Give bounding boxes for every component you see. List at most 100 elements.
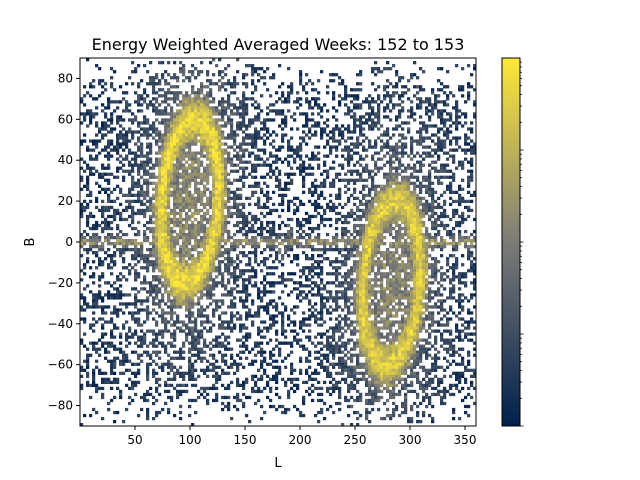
heatmap-cell xyxy=(245,235,249,240)
heatmap-cell xyxy=(326,202,330,207)
heatmap-cell xyxy=(137,136,141,140)
heatmap-cell xyxy=(185,94,189,98)
heatmap-cell xyxy=(197,290,201,294)
heatmap-cell xyxy=(233,130,237,134)
heatmap-cell xyxy=(206,398,210,403)
heatmap-cell xyxy=(125,142,129,146)
heatmap-cell xyxy=(80,296,84,300)
heatmap-cell xyxy=(257,217,261,222)
heatmap-cell xyxy=(116,148,120,152)
heatmap-cell xyxy=(98,184,102,188)
heatmap-cell xyxy=(164,278,168,282)
heatmap-cell xyxy=(242,404,246,409)
heatmap-cell xyxy=(239,269,243,273)
heatmap-cell xyxy=(173,374,177,378)
heatmap-cell xyxy=(194,178,198,182)
heatmap-cell xyxy=(209,275,213,279)
heatmap-cell xyxy=(113,145,117,149)
heatmap-cell xyxy=(245,284,249,288)
heatmap-cell xyxy=(218,100,222,104)
heatmap-cell xyxy=(182,181,186,185)
heatmap-cell xyxy=(104,166,108,170)
heatmap-cell xyxy=(314,386,318,391)
heatmap-cell xyxy=(347,323,351,327)
heatmap-cell xyxy=(200,356,204,360)
heatmap-cell xyxy=(131,371,135,375)
heatmap-cell xyxy=(314,199,318,204)
heatmap-cell xyxy=(164,190,168,194)
heatmap-cell xyxy=(326,142,330,146)
heatmap-cell xyxy=(221,115,225,119)
heatmap-cell xyxy=(176,97,180,101)
heatmap-cell xyxy=(182,296,186,300)
heatmap-cell xyxy=(107,220,111,225)
heatmap-cell xyxy=(278,296,282,300)
heatmap-cell xyxy=(305,238,309,243)
heatmap-cell xyxy=(176,172,180,176)
heatmap-cell xyxy=(107,166,111,170)
heatmap-cell xyxy=(155,251,159,255)
heatmap-cell xyxy=(311,238,315,243)
heatmap-cell xyxy=(170,118,174,122)
heatmap-cell xyxy=(281,302,285,306)
heatmap-cell xyxy=(221,220,225,225)
heatmap-cell xyxy=(131,266,135,270)
heatmap-cell xyxy=(167,202,171,207)
heatmap-cell xyxy=(134,272,138,276)
heatmap-cell xyxy=(170,272,174,276)
heatmap-cell xyxy=(140,302,144,306)
heatmap-cell xyxy=(152,341,156,345)
heatmap-cell xyxy=(200,329,204,333)
heatmap-cell xyxy=(167,139,171,143)
heatmap-cell xyxy=(179,172,183,176)
heatmap-cell xyxy=(341,368,345,372)
heatmap-cell xyxy=(338,338,342,342)
heatmap-cell xyxy=(173,386,177,391)
heatmap-cell xyxy=(152,79,156,83)
heatmap-cell xyxy=(146,127,150,131)
heatmap-cell xyxy=(152,226,156,231)
heatmap-cell xyxy=(296,196,300,201)
heatmap-cell xyxy=(203,248,207,252)
heatmap-cell xyxy=(161,181,165,185)
heatmap-cell xyxy=(323,181,327,185)
heatmap-cell xyxy=(257,115,261,119)
heatmap-cell xyxy=(269,109,273,113)
heatmap-cell xyxy=(122,163,126,167)
heatmap-cell xyxy=(254,118,258,122)
heatmap-cell xyxy=(173,136,177,140)
heatmap-cell xyxy=(260,281,264,285)
heatmap-cell xyxy=(143,338,147,342)
heatmap-cell xyxy=(215,118,219,122)
heatmap-cell xyxy=(188,157,192,161)
heatmap-cell xyxy=(194,226,198,231)
heatmap-cell xyxy=(122,362,126,366)
heatmap-cell xyxy=(338,386,342,391)
heatmap-cell xyxy=(197,350,201,354)
heatmap-cell xyxy=(119,85,123,89)
heatmap-cell xyxy=(215,392,219,397)
heatmap-cell xyxy=(146,187,150,191)
heatmap-cell xyxy=(260,251,264,255)
heatmap-cell xyxy=(146,248,150,252)
heatmap-cell xyxy=(197,263,201,267)
heatmap-cell xyxy=(221,169,225,173)
heatmap-cell xyxy=(350,287,354,291)
heatmap-cell xyxy=(170,314,174,318)
heatmap-cell xyxy=(83,235,87,240)
heatmap-cell xyxy=(338,142,342,146)
heatmap-cell xyxy=(206,172,210,176)
heatmap-cell xyxy=(353,97,357,101)
heatmap-cell xyxy=(101,211,105,216)
heatmap-cell xyxy=(191,332,195,336)
heatmap-cell xyxy=(233,275,237,279)
heatmap-cell xyxy=(326,217,330,222)
heatmap-cell xyxy=(335,196,339,201)
heatmap-cell xyxy=(185,187,189,191)
heatmap-cell xyxy=(269,254,273,258)
heatmap-cell xyxy=(107,254,111,258)
heatmap-cell xyxy=(203,103,207,107)
heatmap-cell xyxy=(332,94,336,98)
heatmap-cell xyxy=(200,278,204,282)
heatmap-cell xyxy=(185,238,189,243)
